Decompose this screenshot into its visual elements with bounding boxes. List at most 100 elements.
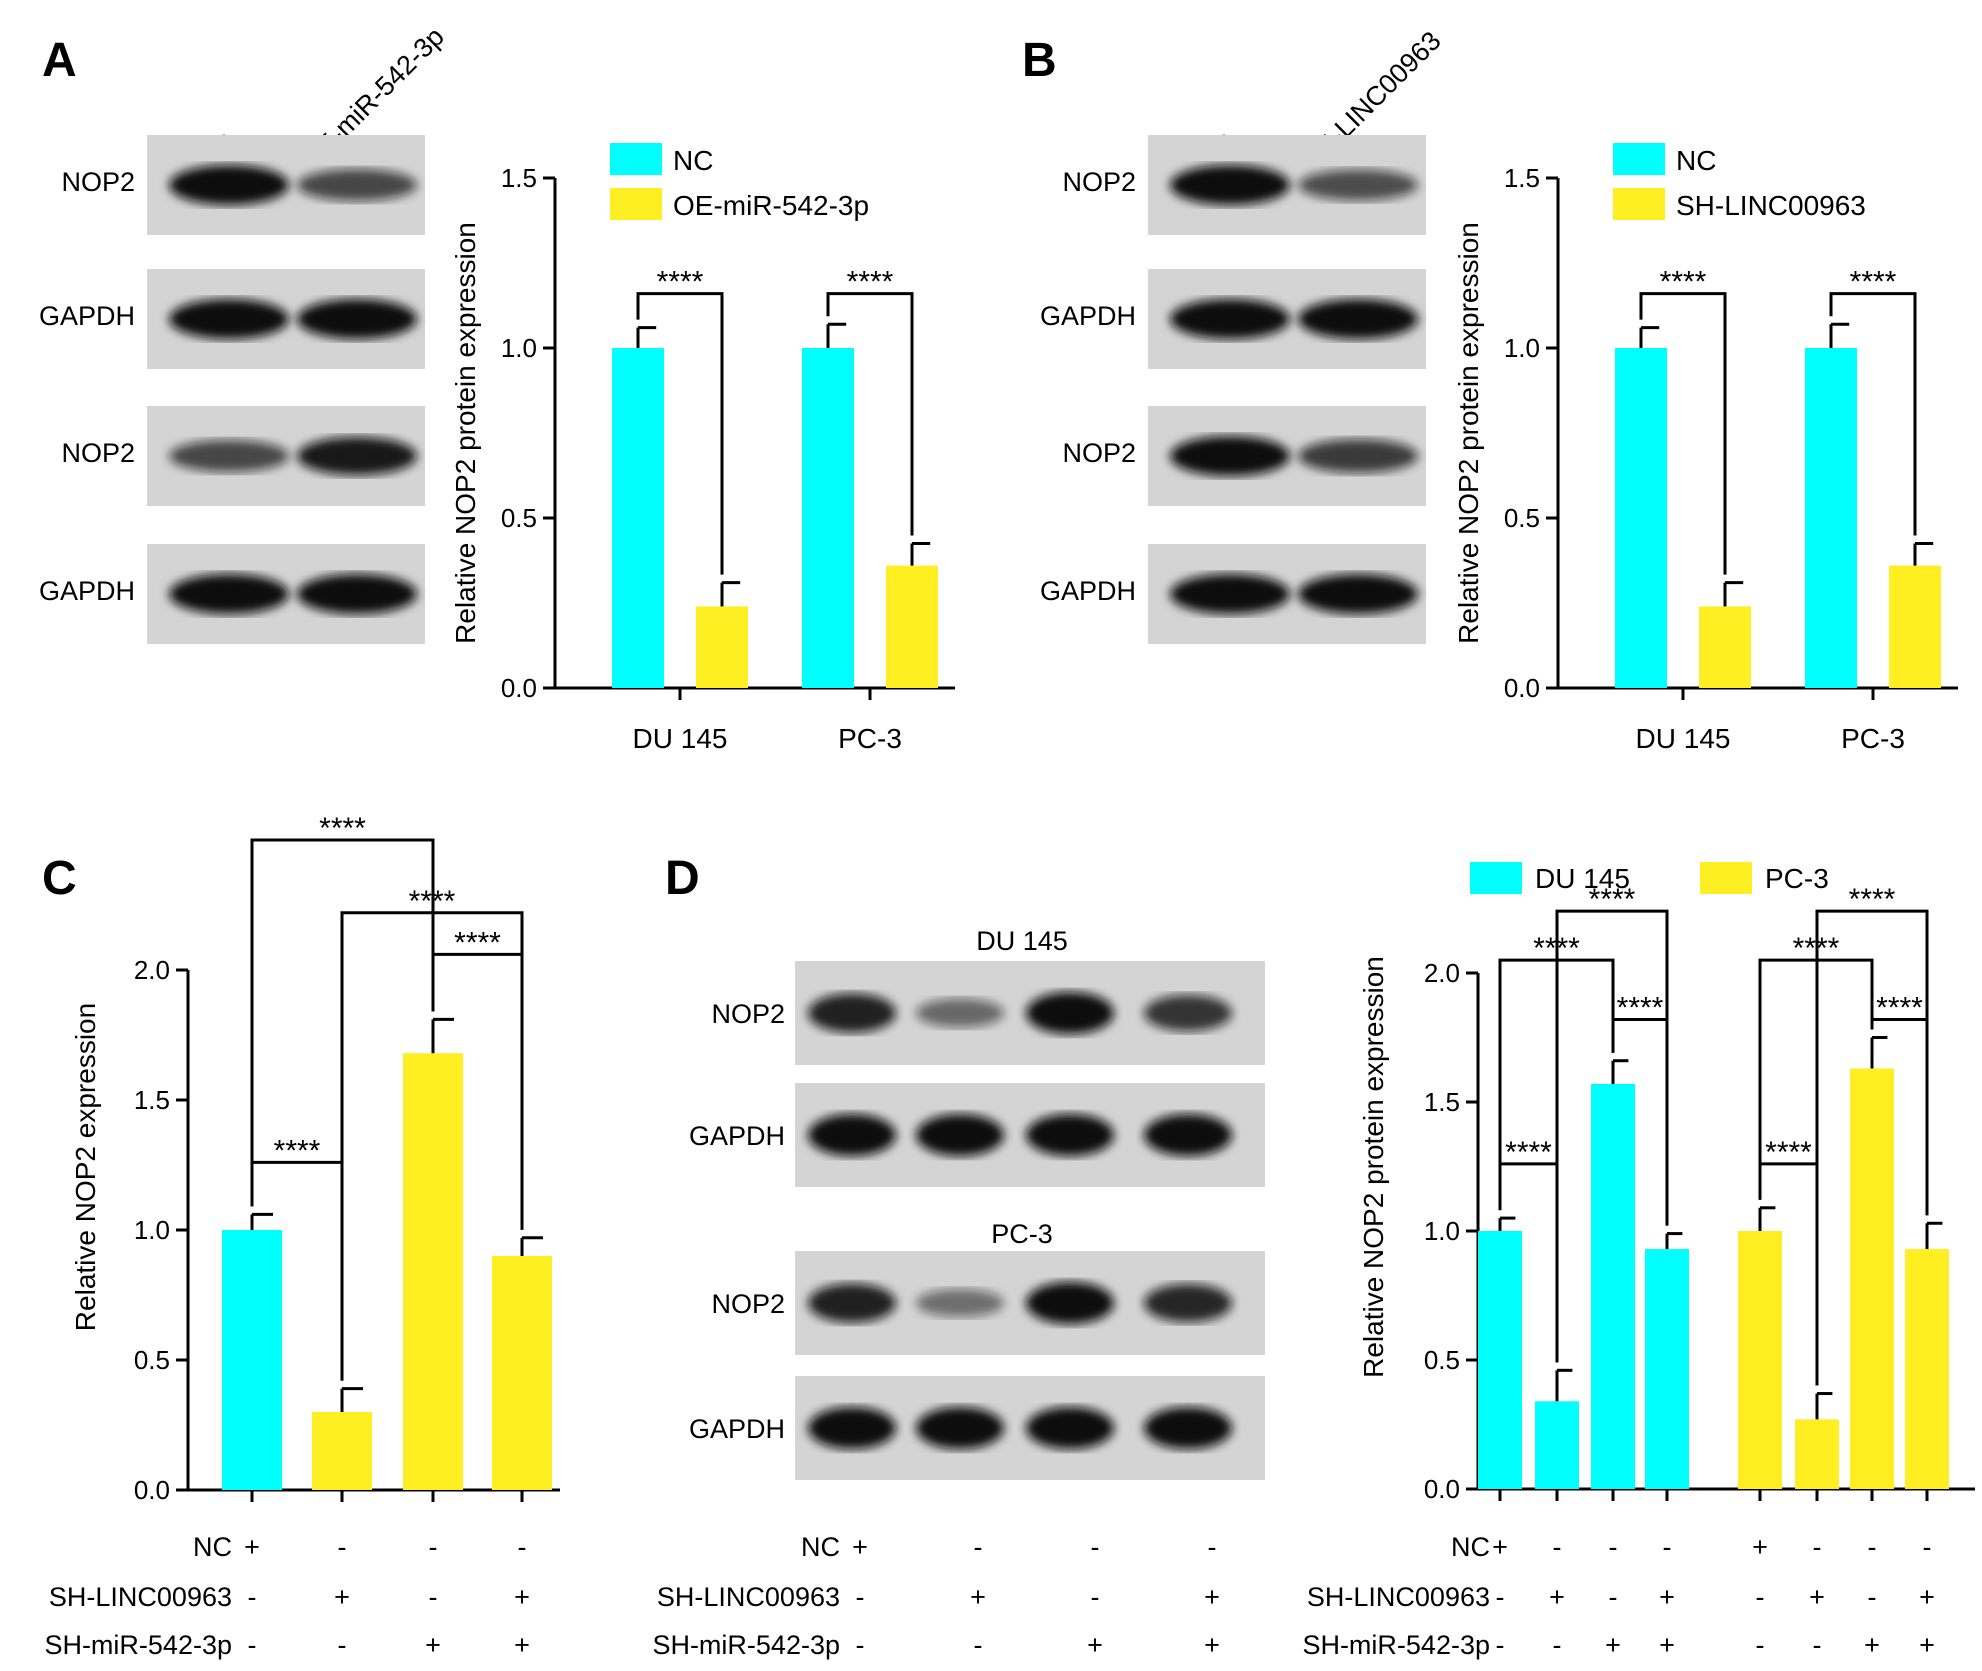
treatment-sign: + — [1659, 1582, 1675, 1612]
blot-band — [1144, 994, 1232, 1032]
blot-band — [1170, 299, 1290, 339]
bar — [1535, 1401, 1579, 1489]
treatment-sign: + — [1809, 1582, 1825, 1612]
blot-band — [1170, 574, 1290, 614]
bar — [1805, 348, 1857, 688]
blot-band — [1170, 436, 1290, 476]
blot-band — [169, 440, 289, 472]
treatment-sign: + — [334, 1582, 350, 1612]
y-tick-label: 1.0 — [1504, 333, 1540, 363]
significance-bracket — [826, 292, 914, 536]
blot-row-label: GAPDH — [39, 576, 135, 606]
blot-band — [916, 998, 1004, 1028]
significance-label: **** — [1876, 991, 1923, 1024]
legend-label: SH-LINC00963 — [1676, 190, 1866, 221]
legend-swatch — [610, 188, 662, 220]
blot-band — [1026, 1114, 1114, 1156]
blot-band — [1026, 1282, 1114, 1324]
blot-band — [1026, 1407, 1114, 1449]
y-axis-label: Relative NOP2 protein expression — [450, 222, 481, 644]
significance-bracket — [1829, 292, 1917, 536]
treatment-table-d-blot: NC + - - -SH-LINC00963- + - +SH-miR-542-3p - - + + — [652, 1532, 1219, 1660]
blot-band — [1298, 299, 1418, 339]
treatment-sign: - — [1496, 1630, 1505, 1660]
treatment-sign: - — [1813, 1630, 1822, 1660]
treatment-sign: - — [1609, 1582, 1618, 1612]
y-tick-label: 0.0 — [501, 673, 537, 703]
western-blots: NCOE-miR-542-3pNOP2GAPDHNOP2GAPDHNCSH-LI… — [39, 21, 1447, 1480]
treatment-sign: - — [1756, 1630, 1765, 1660]
blot-band — [808, 1283, 896, 1323]
treatment-sign: + — [1204, 1582, 1220, 1612]
legend-label: NC — [1676, 145, 1716, 176]
treatment-sign: + — [1919, 1582, 1935, 1612]
y-axis-label: Relative NOP2 expression — [70, 1003, 101, 1331]
treatment-row-label: NC — [801, 1532, 840, 1562]
treatment-sign: - — [856, 1582, 865, 1612]
blot-band — [1144, 1407, 1232, 1449]
blot-band — [1298, 169, 1418, 201]
blot-group-title: DU 145 — [976, 926, 1068, 956]
significance-label: **** — [274, 1134, 321, 1167]
blot-band — [1298, 574, 1418, 614]
blot-row-label: NOP2 — [1062, 438, 1136, 468]
treatment-sign: + — [1549, 1582, 1565, 1612]
blot-band — [916, 1289, 1004, 1317]
blot-row-label: NOP2 — [61, 167, 135, 197]
y-tick-label: 0.0 — [1504, 673, 1540, 703]
blot-row-label: NOP2 — [711, 1289, 785, 1319]
treatment-sign: - — [338, 1630, 347, 1660]
legend-swatch — [1613, 143, 1665, 175]
blot-band — [1144, 1114, 1232, 1156]
bar — [1645, 1249, 1689, 1489]
panel-letter-b: B — [1022, 34, 1057, 87]
panel-letter-c: C — [42, 852, 77, 905]
chart-a: 0.0 0.5 1.0 1.5 Relative NOP2 protein expres… — [450, 143, 955, 754]
chart-d: 0.0 0.5 1.0 1.5 2.0 Relative NOP2 protein exp… — [1302, 862, 1975, 1660]
bar — [886, 565, 938, 688]
treatment-sign: + — [1864, 1630, 1880, 1660]
treatment-sign: - — [338, 1532, 347, 1562]
treatment-sign: - — [1868, 1532, 1877, 1562]
y-tick-label: 0.0 — [1424, 1474, 1460, 1504]
treatment-sign: - — [248, 1630, 257, 1660]
bar — [403, 1053, 463, 1490]
significance-bracket — [250, 838, 435, 1207]
significance-label: **** — [454, 926, 501, 959]
y-tick-label: 1.0 — [501, 333, 537, 363]
labels: A B C D — [42, 34, 1057, 905]
treatment-sign: + — [1659, 1630, 1675, 1660]
blot-row-label: GAPDH — [39, 301, 135, 331]
blot-band — [916, 1407, 1004, 1449]
treatment-sign: + — [244, 1532, 260, 1562]
blot-band — [169, 574, 289, 614]
panel-letter-a: A — [42, 34, 77, 87]
y-tick-label: 0.5 — [1424, 1345, 1460, 1375]
bar — [1478, 1231, 1522, 1489]
treatment-row-label: SH-LINC00963 — [1307, 1582, 1490, 1612]
y-tick-label: 1.5 — [134, 1085, 170, 1115]
treatment-sign: - — [1208, 1532, 1217, 1562]
x-tick-label: DU 145 — [633, 723, 728, 754]
treatment-sign: + — [852, 1532, 868, 1562]
blot-band — [1298, 439, 1418, 473]
legend-swatch — [610, 143, 662, 175]
bar — [222, 1230, 282, 1490]
treatment-sign: - — [1091, 1582, 1100, 1612]
significance-bracket — [1639, 292, 1727, 575]
significance-label: **** — [847, 266, 894, 299]
y-tick-label: 1.5 — [1424, 1087, 1460, 1117]
bar — [1795, 1419, 1839, 1489]
treatment-sign: - — [1663, 1532, 1672, 1562]
treatment-sign: - — [429, 1532, 438, 1562]
x-tick-label: DU 145 — [1636, 723, 1731, 754]
y-tick-label: 1.0 — [1424, 1216, 1460, 1246]
treatment-sign: - — [1553, 1532, 1562, 1562]
significance-bracket — [636, 292, 724, 575]
blot-row-label: NOP2 — [1062, 167, 1136, 197]
blot-row-label: NOP2 — [711, 999, 785, 1029]
treatment-sign: + — [1919, 1630, 1935, 1660]
treatment-sign: - — [248, 1582, 257, 1612]
legend-label: OE-miR-542-3p — [673, 190, 869, 221]
